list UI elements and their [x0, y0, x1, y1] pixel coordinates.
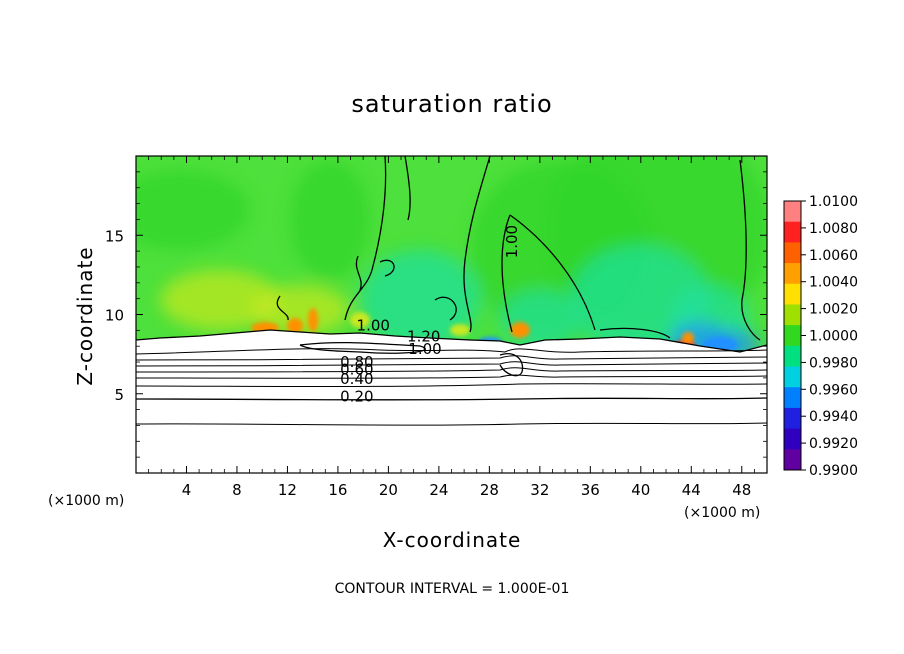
- x-axis: 4 8 12 16 20 24 28 32 36 40 44 48: [148, 156, 755, 499]
- contour-line: [344, 156, 387, 321]
- x-tick-label: 20: [379, 481, 398, 499]
- contour-line: [136, 355, 767, 361]
- contour-line: [599, 327, 671, 339]
- contour-label: 1.00: [357, 316, 390, 334]
- y-tick-label: 10: [105, 307, 124, 325]
- contour-label: 1.00: [408, 340, 441, 358]
- contour-line: [136, 383, 767, 387]
- heatmap-field: [136, 156, 767, 473]
- chart-title: saturation ratio: [351, 90, 552, 118]
- colorbar-tick-label: 1.0040: [809, 275, 858, 291]
- x-tick-label: 44: [682, 481, 701, 499]
- colorbar-tick-label: 0.9960: [809, 382, 858, 398]
- contour-line: [499, 353, 524, 377]
- y-tick-label: 15: [105, 227, 124, 245]
- x-tick-label: 24: [429, 481, 448, 499]
- colorbar-swatch: [784, 428, 801, 450]
- contour-line: [299, 341, 426, 354]
- colorbar-swatch: [784, 366, 801, 388]
- contour-labels: 1.001.201.000.800.600.400.201.00: [340, 225, 521, 406]
- colorbar-swatch: [784, 325, 801, 347]
- colorbar-swatch: [784, 221, 801, 243]
- contour-line: [463, 156, 491, 333]
- colorbar-tick-label: 0.9940: [809, 409, 858, 425]
- contour-line: [355, 255, 362, 291]
- contour-line: [136, 374, 767, 379]
- colorbar: 1.0100 1.0080 1.0060 1.0040 1.0020 1.0000 0.99…: [783, 194, 858, 479]
- colorbar-swatch: [784, 283, 801, 305]
- colorbar-swatch: [784, 345, 801, 368]
- colorbar-swatch: [784, 387, 801, 409]
- contour-label: 0.40: [340, 370, 373, 388]
- x-axis-title: X-coordinate: [383, 528, 522, 552]
- x-tick-label: 48: [732, 481, 751, 499]
- contour-line: [501, 214, 513, 333]
- colorbar-tick-label: 0.9920: [809, 436, 858, 452]
- contour-label: 0.20: [340, 388, 373, 406]
- contour-line: [434, 296, 457, 321]
- contour-label: 1.20: [407, 327, 440, 345]
- x-tick-label: 12: [278, 481, 297, 499]
- contour-interval-note: CONTOUR INTERVAL = 1.000E-01: [335, 581, 570, 597]
- x-tick-label: 4: [182, 481, 192, 499]
- colorbar-tick-label: 1.0060: [809, 248, 858, 264]
- contour-line: [404, 156, 411, 221]
- colorbar-swatch: [784, 407, 801, 430]
- colorbar-swatch: [784, 242, 801, 264]
- contour-label: 1.00: [503, 225, 521, 258]
- x-multiplier-left: (×1000 m): [48, 493, 124, 509]
- y-axis: 5 10 15: [105, 171, 767, 458]
- y-tick-label: 5: [114, 386, 124, 404]
- contour-line: [276, 295, 289, 321]
- contour-label: 0.60: [340, 361, 373, 379]
- x-multiplier-right: (×1000 m): [684, 505, 760, 521]
- colorbar-swatch: [784, 304, 801, 326]
- contour-line: [136, 361, 767, 367]
- colorbar-swatch: [784, 449, 801, 471]
- x-tick-label: 40: [631, 481, 650, 499]
- x-tick-label: 32: [530, 481, 549, 499]
- x-tick-label: 28: [480, 481, 499, 499]
- colorbar-swatch: [784, 201, 801, 223]
- colorbar-tick-label: 1.0020: [809, 302, 858, 318]
- contour-line: [136, 422, 767, 426]
- contour-line: [136, 329, 767, 353]
- contour-line: [739, 159, 761, 341]
- colorbar-swatch: [784, 263, 801, 285]
- y-axis-title: Z-coordinate: [73, 246, 97, 385]
- colorbar-tick-label: 0.9980: [809, 355, 858, 371]
- colorbar-tick-label: 1.0080: [809, 221, 858, 237]
- x-tick-label: 36: [581, 481, 600, 499]
- x-tick-label: 16: [328, 481, 347, 499]
- colorbar-tick-label: 1.0000: [809, 329, 858, 345]
- contour-line: [136, 348, 767, 355]
- contour-line: [136, 397, 767, 401]
- contour-line: [509, 214, 596, 331]
- colorbar-tick-label: 0.9900: [809, 463, 858, 479]
- colorbar-tick-label: 1.0100: [809, 194, 858, 210]
- contour-label: 0.80: [340, 353, 373, 371]
- x-tick-label: 8: [232, 481, 242, 499]
- contour-line: [379, 259, 395, 277]
- contour-line: [136, 367, 767, 373]
